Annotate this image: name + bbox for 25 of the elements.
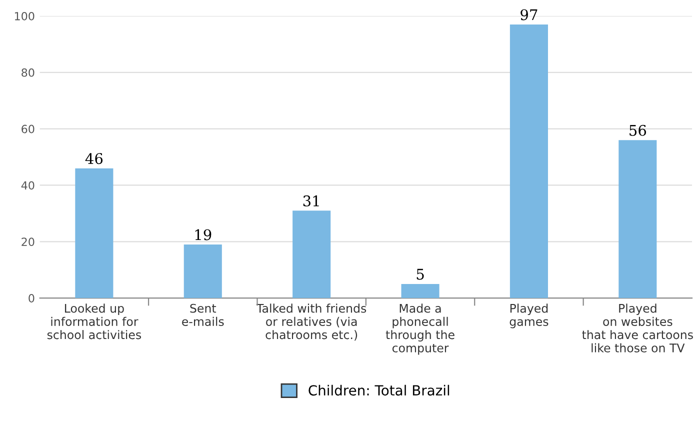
- data-label: 5: [416, 268, 424, 280]
- bar: [75, 168, 114, 298]
- bar: [510, 24, 548, 298]
- x-tick-label: Made a phonecall through the computer: [386, 304, 454, 355]
- x-tick-label: Sent e-mails: [182, 304, 224, 326]
- y-tick-label: 20: [22, 238, 34, 246]
- bar: [292, 210, 331, 298]
- data-label: 97: [520, 9, 538, 20]
- data-label: 56: [630, 124, 646, 136]
- x-tick-label: Looked up information for school activities: [47, 304, 142, 340]
- data-label: 19: [195, 229, 212, 240]
- bar: [618, 140, 657, 298]
- bar: [401, 284, 440, 298]
- x-tick-label: Played games: [510, 304, 548, 328]
- data-label: 31: [303, 195, 319, 206]
- x-tick-label: Talked with friends or relatives (via chatrooms etc.): [256, 304, 366, 341]
- legend-label: Children: Total Brazil: [308, 384, 450, 396]
- y-tick-label: 0: [28, 294, 34, 302]
- y-tick-label: 60: [22, 124, 34, 134]
- x-tick-label: Played on websites that have cartoons like those on TV: [582, 304, 693, 352]
- bar: [184, 244, 222, 298]
- y-tick-label: 40: [21, 181, 34, 190]
- y-tick-label: 80: [22, 68, 34, 77]
- y-tick-label: 100: [14, 12, 34, 20]
- data-label: 46: [85, 153, 103, 164]
